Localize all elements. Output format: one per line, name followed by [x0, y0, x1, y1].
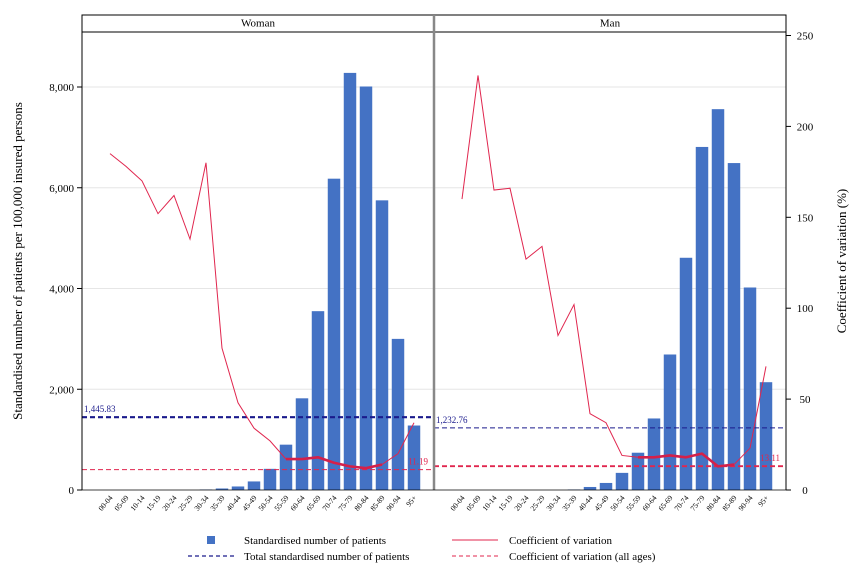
bar	[375, 200, 389, 490]
cv-all-label: 11.19	[408, 457, 428, 467]
y-tick-label: 4,000	[49, 284, 74, 296]
cv-line-highlight	[638, 452, 735, 468]
bar	[583, 486, 597, 490]
x-tick-label: 85-89	[720, 493, 738, 512]
x-tick-label: 95+	[756, 494, 770, 509]
y-tick-label: 2,000	[49, 384, 74, 396]
x-tick-label: 00-04	[96, 493, 114, 512]
y-axis-left: 0 2,000 4,000 6,000 8,000 Standardised number…	[10, 82, 82, 497]
y-axis-right-title: Coefficient of variation (%)	[834, 189, 849, 334]
x-tick-label: 15-19	[144, 493, 162, 512]
y-tick-label: 250	[797, 31, 814, 43]
y-tick-label: 6,000	[49, 183, 74, 195]
x-tick-label: 20-24	[160, 493, 178, 512]
bar	[631, 452, 645, 490]
y-axis-left-title: Standardised number of patients per 100,…	[10, 102, 25, 420]
x-tick-label: 00-04	[448, 493, 466, 512]
x-tick-label: 20-24	[512, 493, 530, 512]
x-tick-label: 30-34	[544, 493, 562, 512]
x-tick-label: 70-74	[320, 493, 338, 512]
x-tick-label: 60-64	[288, 493, 306, 512]
bar	[263, 468, 277, 490]
x-tick-label: 25-29	[176, 493, 194, 512]
bar	[727, 163, 741, 490]
bar	[743, 287, 757, 490]
x-tick-label: 50-54	[608, 493, 626, 512]
bar	[279, 444, 293, 490]
x-tick-label: 40-44	[224, 493, 242, 512]
x-tick-label: 30-34	[192, 493, 210, 512]
bar	[311, 311, 325, 490]
y-tick-label: 50	[800, 394, 812, 406]
x-tick-label: 90-94	[384, 493, 402, 512]
legend-cv-all-label: Coefficient of variation (all ages)	[509, 551, 656, 563]
x-tick-label: 35-39	[560, 493, 578, 512]
panel-woman: 1,445.83 11.19 00-0405-0910-1415-1920-2425…	[81, 14, 435, 513]
total-label: 1,232.76	[436, 415, 468, 425]
x-tick-label: 60-64	[640, 493, 658, 512]
x-tick-label: 80-84	[352, 493, 370, 512]
x-tick-label: 10-14	[128, 493, 146, 512]
y-tick-label: 200	[797, 121, 814, 133]
bar	[759, 382, 773, 490]
x-tick-label: 65-69	[304, 493, 322, 512]
x-tick-label: 35-39	[208, 493, 226, 512]
bar	[295, 398, 309, 490]
x-tick-label: 10-14	[480, 493, 498, 512]
panel-title: Woman	[241, 18, 275, 30]
y-tick-label: 100	[797, 303, 814, 315]
x-tick-label: 55-59	[272, 493, 290, 512]
bar	[359, 86, 373, 490]
bar	[599, 482, 613, 490]
x-tick-label: 80-84	[704, 493, 722, 512]
y-tick-label: 8,000	[49, 82, 74, 94]
y-tick-label: 150	[797, 212, 814, 224]
x-tick-label: 75-79	[688, 493, 706, 512]
x-tick-label: 05-09	[464, 493, 482, 512]
x-tick-label: 25-29	[528, 493, 546, 512]
bar	[679, 257, 693, 490]
legend-bar-label: Standardised number of patients	[244, 535, 386, 547]
bar	[407, 425, 421, 490]
bar	[327, 178, 341, 490]
total-label: 1,445.83	[84, 404, 116, 414]
bar	[647, 418, 661, 490]
bar	[391, 338, 405, 490]
y-axis-right: 0 50 100 150 200 250 Coefficient of variation …	[786, 31, 849, 497]
panel-title: Man	[600, 18, 621, 30]
x-tick-label: 70-74	[672, 493, 690, 512]
bar	[247, 481, 261, 490]
y-tick-label: 0	[69, 485, 75, 497]
bar	[663, 354, 677, 490]
x-tick-label: 85-89	[368, 493, 386, 512]
x-tick-label: 40-44	[576, 493, 594, 512]
y-tick-label: 0	[802, 485, 808, 497]
bar	[711, 109, 725, 490]
bar	[215, 488, 229, 490]
cv-all-label: 13.11	[760, 453, 780, 463]
legend: Standardised number of patients Coefficie…	[188, 535, 656, 563]
bar	[231, 486, 245, 490]
x-tick-label: 75-79	[336, 493, 354, 512]
bar	[343, 72, 357, 491]
x-tick-label: 65-69	[656, 493, 674, 512]
x-tick-label: 45-49	[592, 493, 610, 512]
x-tick-label: 15-19	[496, 493, 514, 512]
x-tick-label: 45-49	[240, 493, 258, 512]
x-tick-label: 50-54	[256, 493, 274, 512]
x-tick-label: 95+	[404, 494, 418, 509]
panel-man: 1,232.76 13.11 00-0405-0910-1415-1920-2425…	[433, 14, 787, 513]
x-tick-label: 55-59	[624, 493, 642, 512]
x-tick-label: 90-94	[736, 493, 754, 512]
legend-cv-label: Coefficient of variation	[509, 535, 613, 547]
legend-total-label: Total standardised number of patients	[244, 551, 409, 563]
cv-line-highlight	[286, 455, 383, 470]
legend-bar-swatch	[207, 536, 215, 544]
bar	[695, 146, 709, 491]
x-tick-label: 05-09	[112, 493, 130, 512]
bar	[615, 472, 629, 490]
